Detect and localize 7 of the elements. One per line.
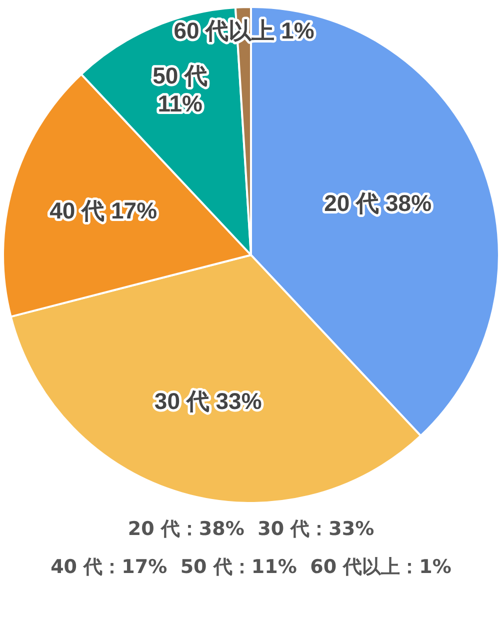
- slice-label: 20 代 38%: [324, 190, 432, 216]
- data-label: 11%: [158, 90, 202, 116]
- text: 40 代：17% 50 代：11% 60 代以上：1%: [50, 555, 452, 580]
- slice-label: 50 代: [152, 62, 208, 88]
- slice-label: 30 代 33%: [154, 388, 262, 414]
- text: 20 代：38% 30 代：33%: [126, 517, 376, 542]
- slice-label: 40 代 17%: [50, 197, 158, 224]
